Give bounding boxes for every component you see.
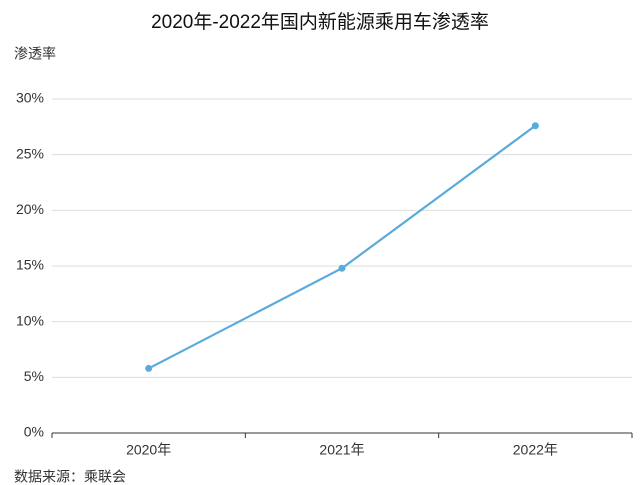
y-tick-label: 20%	[16, 201, 44, 217]
y-tick-label: 30%	[16, 90, 44, 106]
y-tick-label: 10%	[16, 312, 44, 328]
line	[148, 124, 536, 370]
point	[145, 364, 153, 372]
y-tick-label: 15%	[16, 257, 44, 273]
x-tick-label: 2020年	[126, 442, 171, 458]
y-axis-label: 渗透率	[14, 46, 56, 62]
point	[338, 264, 346, 272]
chart-title: 2020年-2022年国内新能源乘用车渗透率	[151, 11, 489, 33]
y-tick-label: 0%	[24, 424, 44, 440]
x-tick-label: 2022年	[513, 442, 558, 458]
y-tick-label: 25%	[16, 145, 44, 161]
y-tick-label: 5%	[24, 368, 44, 384]
source-note: 数据来源：乘联会	[14, 469, 126, 485]
point	[531, 122, 539, 130]
x-tick-label: 2021年	[319, 442, 364, 458]
